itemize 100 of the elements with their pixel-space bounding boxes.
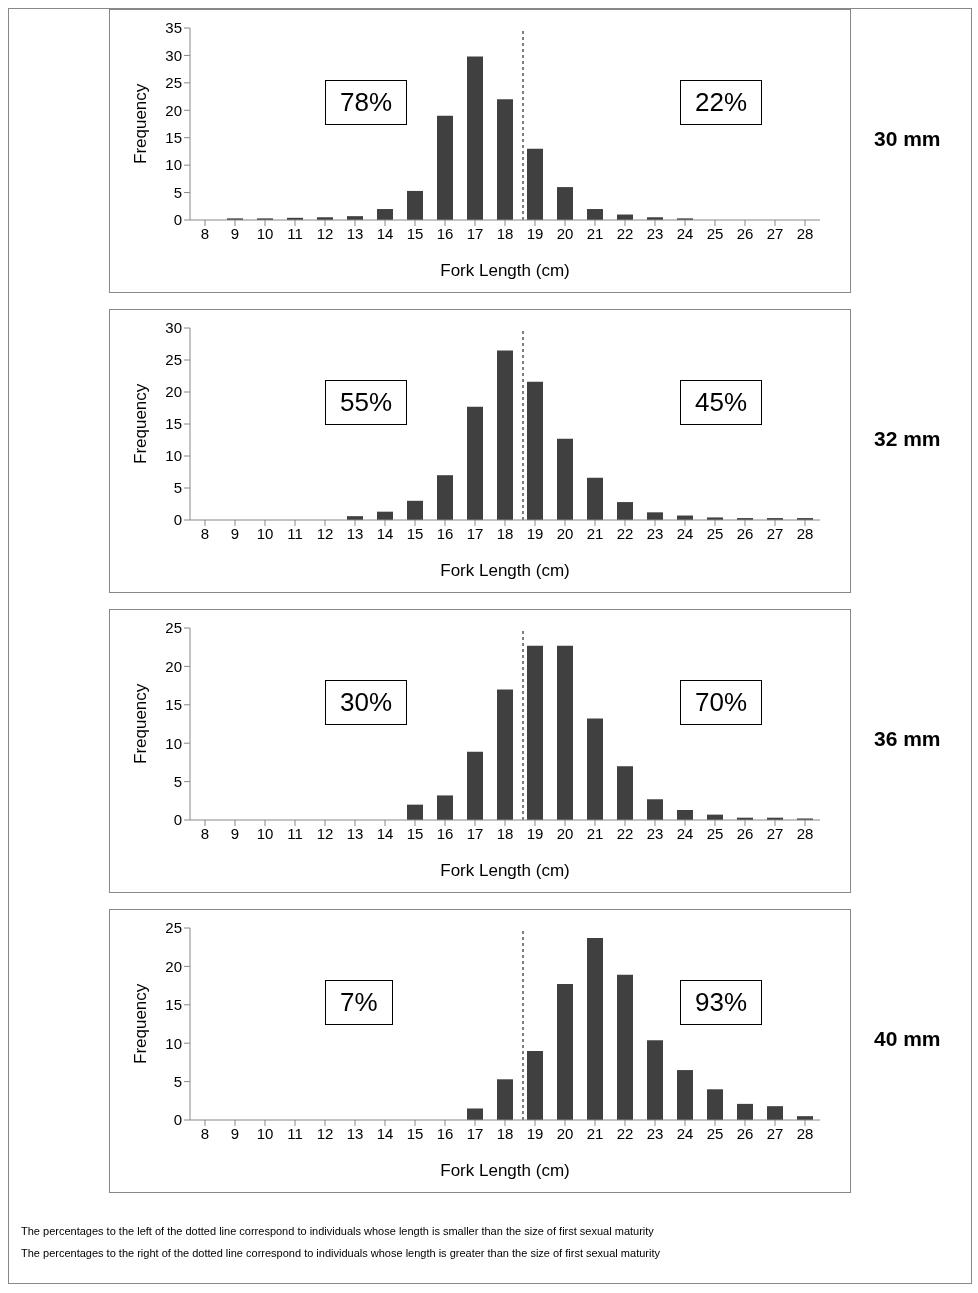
y-tick-label: 10 [165, 1034, 182, 1052]
x-tick-label: 22 [616, 524, 634, 542]
x-tick-label: 16 [436, 1124, 454, 1142]
x-tick-label: 22 [616, 824, 634, 842]
x-axis-title: Fork Length (cm) [440, 561, 570, 580]
x-tick-label: 17 [466, 524, 484, 542]
y-tick-label: 15 [165, 996, 182, 1014]
y-tick-label: 10 [165, 156, 182, 174]
x-tick-label: 10 [256, 824, 274, 842]
y-tick-label: 25 [165, 74, 182, 92]
x-tick-label: 28 [796, 524, 814, 542]
x-tick-label: 20 [556, 224, 574, 242]
x-tick-label: 19 [526, 1124, 544, 1142]
annotation: 93% [680, 980, 763, 1025]
x-tick-label: 10 [256, 1124, 274, 1142]
x-tick-label: 10 [256, 224, 274, 242]
x-tick-label: 26 [736, 224, 754, 242]
x-tick-label: 16 [436, 824, 454, 842]
y-tick-label: 5 [173, 479, 182, 497]
y-axis-title: Frequency [131, 983, 151, 1064]
x-tick-label: 23 [646, 524, 664, 542]
text: The percentages to the right of the dotted line correspond to individuals whose length is greater than the size of first sexual maturity [21, 1247, 661, 1259]
x-tick-label: 8 [200, 1124, 210, 1142]
y-tick-label: 30 [165, 319, 182, 337]
y-tick-label: 35 [165, 19, 182, 37]
x-tick-label: 28 [796, 1124, 814, 1142]
x-tick-label: 12 [316, 1124, 334, 1142]
x-tick-label: 12 [316, 824, 334, 842]
x-tick-label: 15 [406, 524, 424, 542]
x-tick-label: 13 [346, 824, 364, 842]
x-tick-label: 25 [706, 524, 724, 542]
x-tick-label: 16 [436, 524, 454, 542]
x-tick-label: 22 [616, 1124, 634, 1142]
y-tick-label: 20 [165, 957, 182, 975]
x-tick-label: 9 [230, 524, 240, 542]
y-tick-label: 10 [165, 734, 182, 752]
x-tick-label: 23 [646, 224, 664, 242]
x-tick-label: 23 [646, 1124, 664, 1142]
x-tick-label: 23 [646, 824, 664, 842]
x-tick-label: 9 [230, 1124, 240, 1142]
x-tick-label: 21 [586, 824, 604, 842]
annotation: 30% [325, 680, 408, 725]
x-tick-label: 13 [346, 1124, 364, 1142]
annotation: 22% [680, 80, 763, 125]
x-tick-label: 18 [496, 1124, 514, 1142]
x-tick-label: 19 [526, 524, 544, 542]
x-axis-title: Fork Length (cm) [440, 261, 570, 280]
y-tick-label: 25 [165, 619, 182, 637]
annotation: 7% [325, 980, 393, 1025]
x-tick-label: 20 [556, 524, 574, 542]
y-tick-label: 0 [173, 511, 182, 529]
y-axis-title: Frequency [131, 683, 151, 764]
y-tick-label: 15 [165, 129, 182, 147]
x-tick-label: 8 [200, 524, 210, 542]
y-tick-label: 30 [165, 46, 182, 64]
y-tick-label: 10 [165, 447, 182, 465]
y-tick-label: 20 [165, 383, 182, 401]
y-tick-label: 0 [173, 811, 182, 829]
x-tick-label: 14 [376, 224, 394, 242]
x-tick-label: 12 [316, 524, 334, 542]
x-tick-label: 15 [406, 224, 424, 242]
x-axis-title: Fork Length (cm) [440, 1161, 570, 1180]
x-tick-label: 17 [466, 824, 484, 842]
x-tick-label: 17 [466, 1124, 484, 1142]
y-tick-label: 25 [165, 351, 182, 369]
x-tick-label: 24 [676, 224, 694, 242]
annotation: 78% [325, 80, 408, 125]
x-tick-label: 21 [586, 524, 604, 542]
y-tick-label: 20 [165, 657, 182, 675]
y-tick-label: 0 [173, 1111, 182, 1129]
x-tick-label: 22 [616, 224, 634, 242]
x-tick-label: 13 [346, 224, 364, 242]
x-tick-label: 21 [586, 1124, 604, 1142]
x-tick-label: 9 [230, 824, 240, 842]
x-tick-label: 8 [200, 224, 210, 242]
annotation: 70% [680, 680, 763, 725]
x-tick-label: 17 [466, 224, 484, 242]
x-tick-label: 24 [676, 824, 694, 842]
y-tick-label: 5 [173, 183, 182, 201]
x-tick-label: 27 [766, 824, 784, 842]
text: 30 mm [874, 127, 941, 151]
x-tick-label: 20 [556, 1124, 574, 1142]
x-tick-label: 16 [436, 224, 454, 242]
x-tick-label: 14 [376, 524, 394, 542]
x-tick-label: 25 [706, 1124, 724, 1142]
x-tick-label: 15 [406, 824, 424, 842]
x-tick-label: 15 [406, 1124, 424, 1142]
x-tick-label: 25 [706, 824, 724, 842]
x-tick-label: 9 [230, 224, 240, 242]
x-tick-label: 25 [706, 224, 724, 242]
x-tick-label: 24 [676, 1124, 694, 1142]
x-tick-label: 8 [200, 824, 210, 842]
y-axis-title: Frequency [131, 83, 151, 164]
x-tick-label: 11 [287, 1124, 303, 1142]
text: 32 mm [874, 427, 941, 451]
x-tick-label: 14 [376, 1124, 394, 1142]
x-tick-label: 20 [556, 824, 574, 842]
x-tick-label: 18 [496, 224, 514, 242]
x-tick-label: 28 [796, 224, 814, 242]
x-tick-label: 28 [796, 824, 814, 842]
